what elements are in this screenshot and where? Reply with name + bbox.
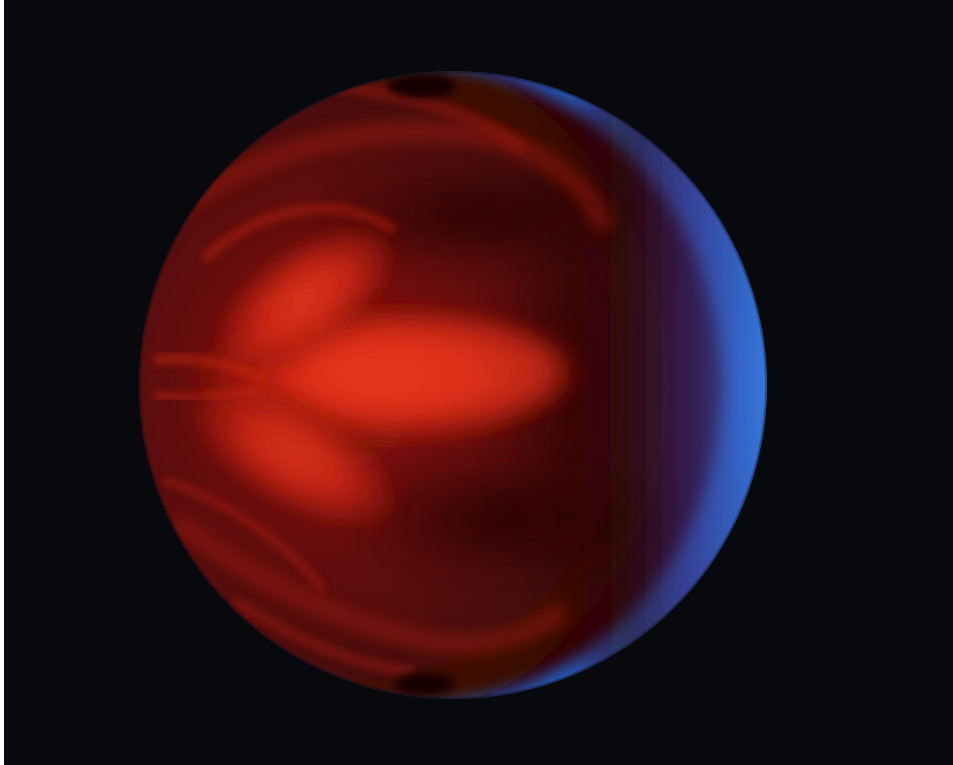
planet-graphic	[139, 71, 767, 699]
space-background	[4, 0, 953, 765]
planet-surface	[139, 71, 767, 699]
north-vortex	[388, 74, 456, 98]
south-vortex	[394, 673, 454, 695]
